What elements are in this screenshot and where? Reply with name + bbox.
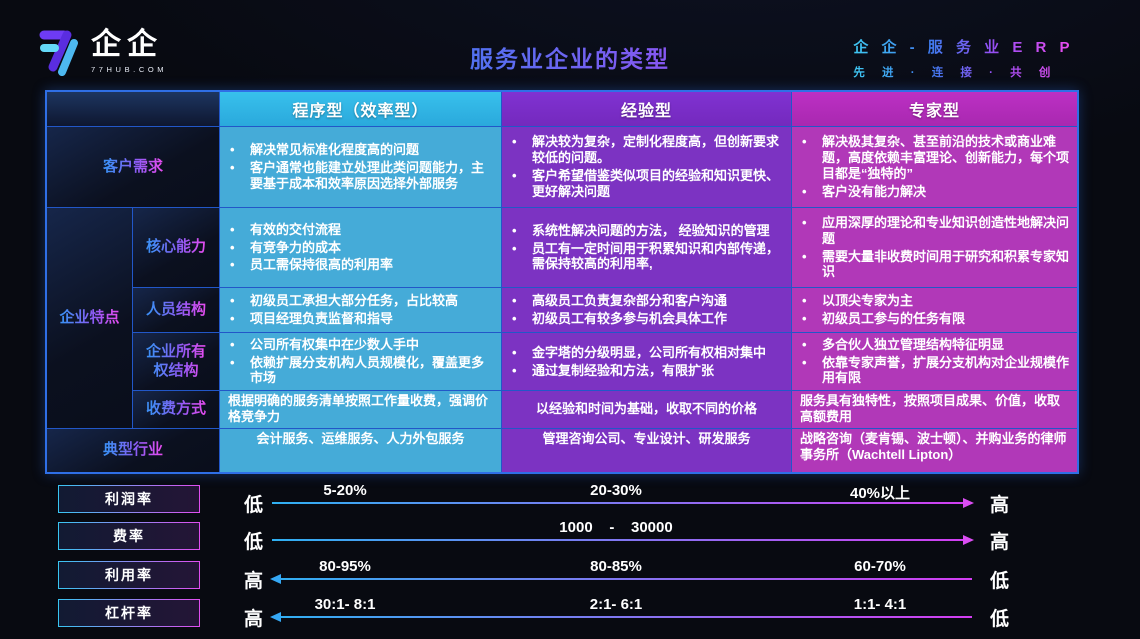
bullet-item: 初级员工承担大部分任务，占比较高: [220, 293, 495, 309]
metric-label-box: 利用率: [58, 561, 200, 589]
metric-label: 杠杆率: [105, 605, 153, 621]
cell-customer-needs-procedural: 解决常见标准化程度高的问题 客户通常也能建立处理此类问题能力，主要基于成本和效率…: [220, 127, 501, 207]
cell-ownership-expert: 多合伙人独立管理结构特征明显 依靠专家声誉，扩展分支机构对企业规模作用有限: [792, 333, 1077, 390]
cell-ownership-experience: 金字塔的分级明显，公司所有权相对集中 通过复制经验和方法，有限扩张: [502, 333, 791, 390]
cell-industry-expert: 战略咨询（麦肯锡、波士顿）、并购业务的律师事务所（Wachtell Lipton…: [792, 429, 1077, 472]
bullet-item: 依靠专家声誉，扩展分支机构对企业规模作用有限: [792, 355, 1071, 387]
scale-end-right: 高: [990, 532, 1010, 553]
row-label-typical-industry: 典型行业: [47, 429, 219, 472]
scale-end-left: 高: [244, 609, 264, 630]
arrow-left-icon: [270, 612, 972, 622]
bullet-item: 需要大量非收费时间用于研究和积累专家知识: [792, 249, 1071, 281]
column-header-procedural: 程序型（效率型）: [220, 92, 501, 126]
cell-ownership-procedural: 公司所有权集中在少数人手中 依赖扩展分支机构人员规模化，覆盖更多市场: [220, 333, 501, 390]
row-label-ownership-structure: 企业所有 权结构: [133, 333, 219, 390]
bullet-item: 以顶尖专家为主: [792, 293, 1071, 309]
row-label-core-capability: 核心能力: [133, 208, 219, 287]
metric-label-box: 利润率: [58, 485, 200, 513]
scale-value: 5-20%: [323, 482, 367, 499]
metric-label: 利润率: [105, 491, 153, 507]
bullet-item: 客户希望借鉴类似项目的经验和知识更快、更好解决问题: [502, 168, 785, 200]
scale-end-right: 高: [990, 495, 1010, 516]
arrow-left-icon: [270, 574, 972, 584]
bullet-item: 解决常见标准化程度高的问题: [220, 142, 495, 158]
cell-customer-needs-expert: 解决极其复杂、甚至前沿的技术或商业难题，高度依赖丰富理论、创新能力，每个项目都是…: [792, 127, 1077, 207]
cell-industry-experience: 管理咨询公司、专业设计、研发服务: [502, 429, 791, 472]
arrow-right-icon: [272, 535, 974, 545]
bullet-item: 依赖扩展分支机构人员规模化，覆盖更多市场: [220, 355, 495, 387]
bullet-item: 公司所有权集中在少数人手中: [220, 337, 495, 353]
column-header-expert: 专家型: [792, 92, 1077, 126]
row-label-personnel-structure: 人员结构: [133, 288, 219, 332]
cell-core-capability-experience: 系统性解决问题的方法， 经验知识的管理 员工有一定时间用于积累知识和内部传递，需…: [502, 208, 791, 287]
scale-end-right: 低: [990, 571, 1010, 592]
cell-personnel-expert: 以顶尖专家为主 初级员工参与的任务有限: [792, 288, 1077, 332]
logo: 企企 77HUB.COM: [35, 24, 167, 76]
cell-charging-experience: 以经验和时间为基础，收取不同的价格: [502, 391, 791, 428]
scale-value: 20-30%: [590, 482, 642, 499]
scale-value: 2:1- 6:1: [589, 596, 643, 613]
header-empty-cell: [47, 92, 219, 126]
metric-row-utilization: 利用率 高 80-95% 80-85% 60-70% 低: [45, 558, 1095, 593]
cell-charging-procedural: 根据明确的服务清单按照工作量收费，强调价格竞争力: [220, 391, 501, 428]
bullet-item: 员工有一定时间用于积累知识和内部传递，需保持较高的利用率,: [502, 241, 785, 273]
scale-value: 40%以上: [849, 485, 911, 502]
scale-value: 80-85%: [590, 558, 642, 575]
metric-label: 费率: [113, 528, 145, 544]
metric-label: 利用率: [105, 567, 153, 583]
column-header-experience: 经验型: [502, 92, 791, 126]
metric-label-box: 费率: [58, 522, 200, 550]
scale-value: 80-95%: [319, 558, 371, 575]
bullet-item: 初级员工参与的任务有限: [792, 311, 1071, 327]
metric-row-fee-rate: 费率 低 1000 - 30000 高: [45, 519, 1095, 554]
metric-row-leverage: 杠杆率 高 30:1- 8:1 2:1- 6:1 1:1- 4:1 低: [45, 596, 1095, 631]
logo-text: 企企: [91, 30, 167, 60]
arrow-right-icon: [272, 498, 974, 508]
row-label-charging-method: 收费方式: [133, 391, 219, 428]
scale-value: 30:1- 8:1: [314, 596, 376, 613]
brand-tagline: 企 企 - 服 务 业 E R P 先 进 · 连 接 · 共 创: [853, 36, 1074, 80]
bullet-item: 解决极其复杂、甚至前沿的技术或商业难题，高度依赖丰富理论、创新能力，每个项目都是…: [792, 134, 1071, 182]
bullet-item: 客户没有能力解决: [792, 184, 1071, 200]
cell-personnel-experience: 高级员工负责复杂部分和客户沟通 初级员工有较多参与机会具体工作: [502, 288, 791, 332]
brand-tagline-line1: 企 企 - 服 务 业 E R P: [853, 36, 1074, 57]
scale-end-right: 低: [990, 609, 1010, 630]
cell-industry-procedural: 会计服务、运维服务、人力外包服务: [220, 429, 501, 472]
scale-value: 60-70%: [854, 558, 906, 575]
row-group-enterprise-traits: 企业特点: [47, 208, 132, 428]
bullet-item: 应用深厚的理论和专业知识创造性地解决问题: [792, 215, 1071, 247]
bullet-item: 通过复制经验和方法，有限扩张: [502, 363, 785, 379]
bullet-item: 解决较为复杂，定制化程度高，但创新要求较低的问题。: [502, 134, 785, 166]
logo-subtext: 77HUB.COM: [91, 65, 167, 74]
scale-end-left: 高: [244, 571, 264, 592]
scale-end-left: 低: [244, 532, 264, 553]
cell-core-capability-procedural: 有效的交付流程 有竞争力的成本 员工需保持很高的利用率: [220, 208, 501, 287]
logo-77-icon: [39, 30, 78, 76]
scale-value: 1000 - 30000: [559, 519, 673, 536]
bullet-item: 高级员工负责复杂部分和客户沟通: [502, 293, 785, 309]
cell-core-capability-expert: 应用深厚的理论和专业知识创造性地解决问题 需要大量非收费时间用于研究和积累专家知…: [792, 208, 1077, 287]
page-title: 服务业企业的类型: [0, 40, 1140, 74]
bullet-item: 初级员工有较多参与机会具体工作: [502, 311, 785, 327]
scale-end-left: 低: [244, 495, 264, 516]
bullet-item: 金字塔的分级明显，公司所有权相对集中: [502, 345, 785, 361]
bullet-item: 系统性解决问题的方法， 经验知识的管理: [502, 223, 785, 239]
scale-value: 1:1- 4:1: [853, 596, 907, 613]
brand-tagline-line2: 先 进 · 连 接 · 共 创: [853, 64, 1074, 80]
bullet-item: 有竞争力的成本: [220, 240, 495, 256]
bullet-item: 项目经理负责监督和指导: [220, 311, 495, 327]
cell-charging-expert: 服务具有独特性，按照项目成果、价值，收取高额费用: [792, 391, 1077, 428]
cell-customer-needs-experience: 解决较为复杂，定制化程度高，但创新要求较低的问题。 客户希望借鉴类似项目的经验和…: [502, 127, 791, 207]
bullet-item: 客户通常也能建立处理此类问题能力，主要基于成本和效率原因选择外部服务: [220, 160, 495, 192]
bullet-item: 多合伙人独立管理结构特征明显: [792, 337, 1071, 353]
bullet-item: 有效的交付流程: [220, 222, 495, 238]
types-table: 程序型（效率型） 经验型 专家型 客户需求 解决常见标准化程度高的问题 客户通常…: [45, 90, 1079, 474]
metric-label-box: 杠杆率: [58, 599, 200, 627]
metric-row-profit-margin: 利润率 低 5-20% 20-30% 40%以上 高: [45, 482, 1095, 517]
cell-personnel-procedural: 初级员工承担大部分任务，占比较高 项目经理负责监督和指导: [220, 288, 501, 332]
row-label-customer-needs: 客户需求: [47, 127, 219, 207]
bullet-item: 员工需保持很高的利用率: [220, 257, 495, 273]
